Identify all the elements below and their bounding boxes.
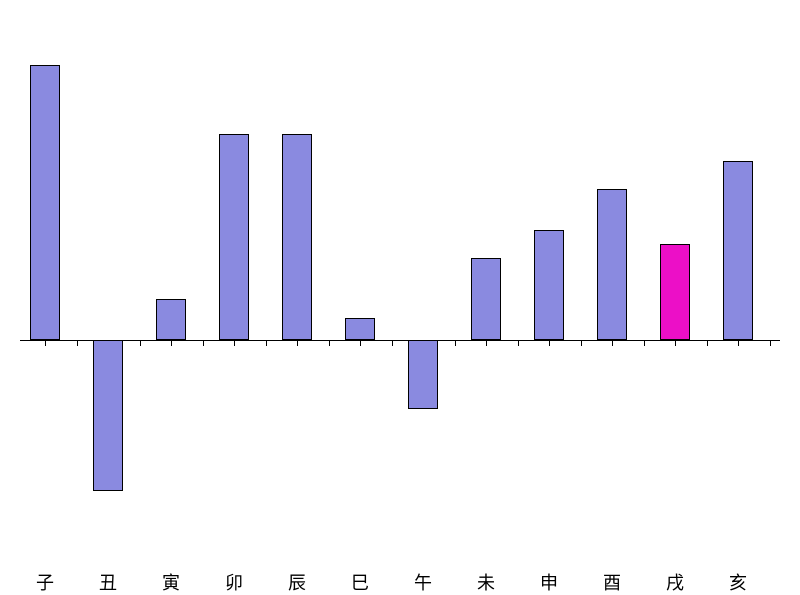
x-tick-8 — [549, 340, 550, 346]
x-tick-5 — [360, 340, 361, 346]
x-tick-minor-1 — [140, 340, 141, 346]
bar-5 — [345, 318, 375, 340]
x-label-7: 未 — [456, 569, 516, 595]
x-tick-minor-10 — [707, 340, 708, 346]
x-label-4: 辰 — [267, 569, 327, 595]
x-tick-3 — [234, 340, 235, 346]
x-tick-4 — [297, 340, 298, 346]
bar-1 — [93, 340, 123, 491]
x-tick-minor-8 — [581, 340, 582, 346]
x-tick-minor-2 — [203, 340, 204, 346]
x-tick-11 — [738, 340, 739, 346]
x-label-2: 寅 — [141, 569, 201, 595]
bar-11 — [723, 161, 753, 340]
bar-3 — [219, 134, 249, 340]
bar-6 — [408, 340, 438, 409]
x-label-5: 巳 — [330, 569, 390, 595]
x-label-3: 卯 — [204, 569, 264, 595]
x-label-6: 午 — [393, 569, 453, 595]
x-label-9: 酉 — [582, 569, 642, 595]
x-tick-minor-4 — [329, 340, 330, 346]
x-axis-line — [20, 340, 780, 341]
x-tick-2 — [171, 340, 172, 346]
x-label-10: 戌 — [645, 569, 705, 595]
x-tick-9 — [612, 340, 613, 346]
bar-8 — [534, 230, 564, 340]
bar-chart — [20, 30, 780, 510]
x-tick-minor-9 — [644, 340, 645, 346]
x-label-8: 申 — [519, 569, 579, 595]
x-tick-minor-0 — [77, 340, 78, 346]
bar-0 — [30, 65, 60, 340]
x-tick-minor-5 — [392, 340, 393, 346]
x-tick-minor-7 — [518, 340, 519, 346]
bar-7 — [471, 258, 501, 341]
bar-2 — [156, 299, 186, 340]
x-label-11: 亥 — [708, 569, 768, 595]
bar-9 — [597, 189, 627, 340]
x-tick-minor-11 — [770, 340, 771, 346]
x-tick-7 — [486, 340, 487, 346]
bar-4 — [282, 134, 312, 340]
x-tick-minor-6 — [455, 340, 456, 346]
x-tick-0 — [45, 340, 46, 346]
x-tick-10 — [675, 340, 676, 346]
bar-10 — [660, 244, 690, 340]
x-label-0: 子 — [15, 569, 75, 595]
x-tick-minor-3 — [266, 340, 267, 346]
x-label-1: 丑 — [78, 569, 138, 595]
